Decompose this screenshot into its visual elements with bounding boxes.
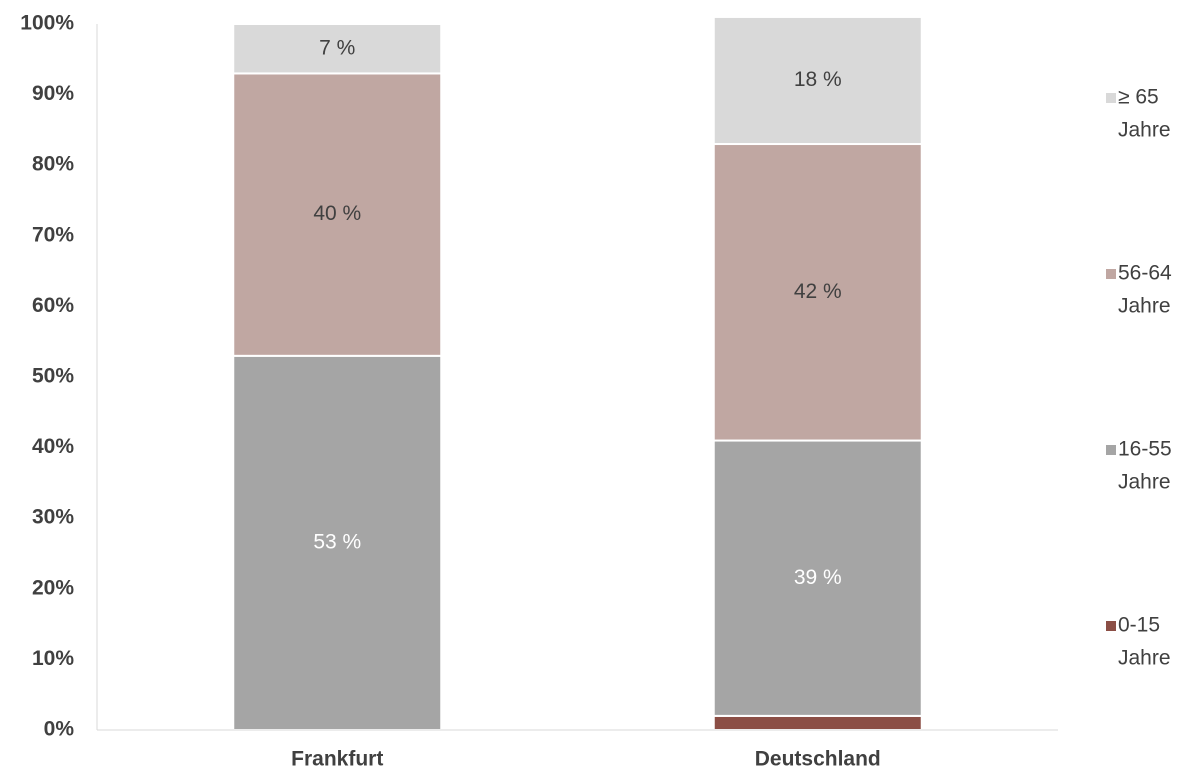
legend-label-line2: Jahre (1118, 647, 1171, 670)
x-category-label: Deutschland (755, 748, 881, 771)
legend-swatch (1106, 445, 1116, 455)
y-tick-label: 30% (32, 506, 74, 529)
legend-item: ≥ 65 Jahre (1106, 86, 1171, 142)
legend-label: ≥ 65 (1118, 86, 1159, 109)
y-axis: 0% 10% 20% 30% 40% 50% 60% 70% 80% 90% 100% (20, 12, 98, 741)
bar-segment (712, 15, 923, 146)
legend-label: 16-55 (1118, 438, 1172, 461)
legend-item: 0-15 Jahre (1106, 614, 1171, 670)
x-axis: Frankfurt Deutschland (97, 729, 1058, 771)
y-tick-label: 60% (32, 294, 74, 317)
legend-swatch (1106, 621, 1116, 631)
bar-segment (712, 143, 923, 442)
data-label: 42 % (794, 280, 842, 303)
data-label: 53 % (313, 530, 361, 553)
legend-item: 16-55 Jahre (1106, 438, 1172, 494)
bar-segment (712, 714, 923, 732)
y-tick-label: 40% (32, 435, 74, 458)
y-tick-label: 0% (44, 718, 75, 741)
y-tick-label: 10% (32, 647, 74, 670)
data-label: 7 % (319, 36, 355, 59)
data-label: 18 % (794, 68, 842, 91)
legend: ≥ 65 Jahre 56-64 Jahre 16-55 Jahre 0-15 Jahre (1106, 86, 1172, 670)
data-label: 40 % (313, 202, 361, 225)
x-category-label: Frankfurt (291, 748, 383, 771)
legend-label-line2: Jahre (1118, 295, 1171, 318)
data-label: 39 % (794, 566, 842, 589)
y-tick-label: 90% (32, 82, 74, 105)
y-tick-label: 70% (32, 223, 74, 246)
bar-segment (712, 439, 923, 717)
legend-item: 56-64 Jahre (1106, 262, 1172, 318)
bar-segment (232, 72, 443, 357)
legend-label: 0-15 (1118, 614, 1160, 637)
legend-label: 56-64 (1118, 262, 1172, 285)
y-tick-label: 50% (32, 365, 74, 388)
legend-swatch (1106, 269, 1116, 279)
y-tick-label: 100% (20, 12, 74, 35)
bar-segment (232, 23, 443, 75)
legend-label-line2: Jahre (1118, 471, 1171, 494)
y-tick-label: 80% (32, 153, 74, 176)
bars: 53 %40 %7 %2 %39 %42 %18 % (232, 15, 923, 732)
legend-swatch (1106, 93, 1116, 103)
legend-label-line2: Jahre (1118, 119, 1171, 142)
y-tick-label: 20% (32, 576, 74, 599)
